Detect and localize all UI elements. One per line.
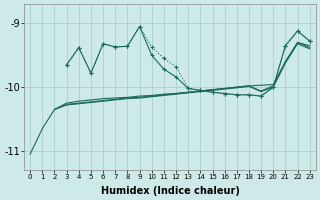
X-axis label: Humidex (Indice chaleur): Humidex (Indice chaleur) [100, 186, 239, 196]
